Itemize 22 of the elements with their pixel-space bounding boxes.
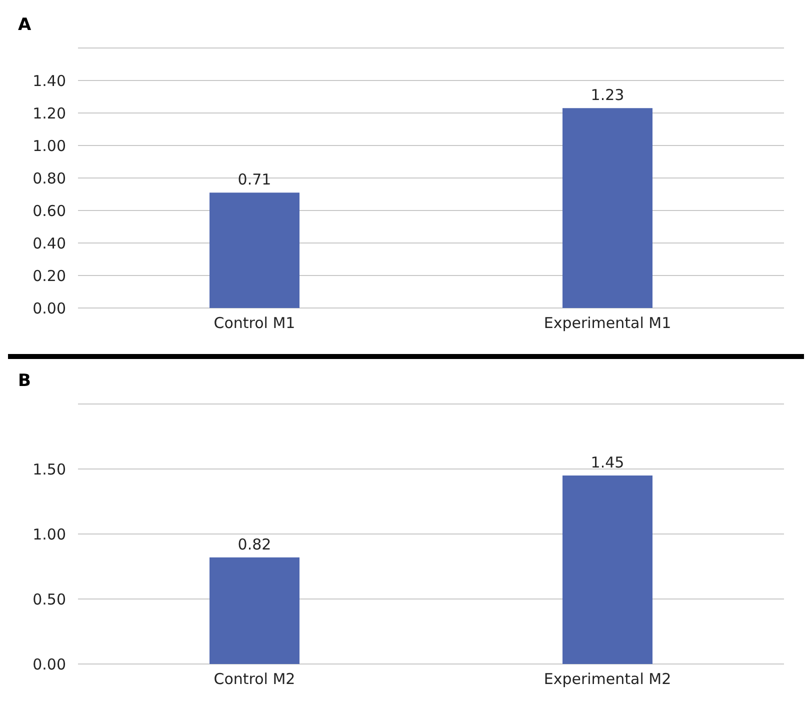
y-tick-label: 0.20: [32, 266, 66, 285]
data-label: 0.82: [238, 535, 272, 554]
chart-title: B: [18, 371, 31, 391]
x-tick-label: Experimental M2: [544, 670, 672, 688]
y-tick-label: 1.50: [32, 460, 66, 478]
y-tick-label: 0.00: [32, 299, 66, 318]
y-tick-label: 0.00: [32, 655, 66, 674]
x-tick-label: Experimental M1: [544, 314, 672, 332]
y-tick-label: 1.00: [32, 136, 66, 155]
data-label: 1.23: [590, 86, 624, 104]
data-label: 1.45: [590, 454, 624, 472]
data-label: 0.71: [238, 170, 272, 189]
y-tick-label: 1.20: [32, 104, 66, 122]
y-tick-label: 0.40: [32, 234, 66, 252]
chart-title: A: [18, 15, 32, 35]
x-tick-label: Control M2: [214, 670, 296, 688]
y-tick-label: 0.80: [32, 169, 66, 188]
y-tick-label: 0.50: [32, 590, 66, 608]
x-tick-label: Control M1: [214, 314, 296, 332]
y-tick-label: 1.40: [32, 72, 66, 90]
y-tick-label: 0.60: [32, 202, 66, 220]
y-tick-label: 1.00: [32, 525, 66, 544]
